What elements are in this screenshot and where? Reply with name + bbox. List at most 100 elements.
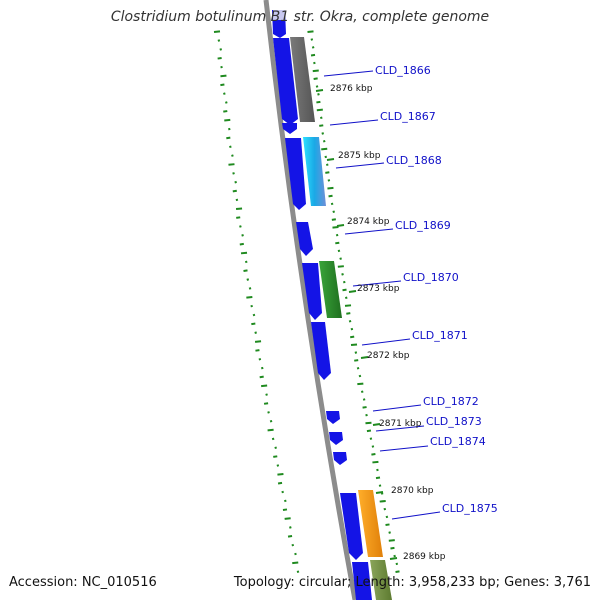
cds-arrow[interactable] (273, 10, 285, 20)
gc-dash (362, 406, 367, 409)
gc-dash (217, 56, 222, 60)
gene-label-cld1870[interactable]: CLD_1870 (403, 271, 459, 284)
cds-arrow[interactable] (285, 138, 306, 210)
gc-dash (316, 108, 323, 112)
gc-dash (354, 359, 359, 362)
gc-dash (315, 85, 319, 88)
gc-dash (324, 155, 328, 159)
gc-dash (316, 100, 321, 104)
cds-arrow[interactable] (340, 493, 363, 560)
tick-mark (375, 491, 384, 494)
gc-dash (277, 481, 283, 485)
gc-dash (219, 48, 223, 51)
gene-label-cld1872[interactable]: CLD_1872 (423, 395, 479, 408)
gc-dash (369, 437, 373, 440)
tick-mark (348, 290, 357, 293)
cog-feature-partial[interactable] (370, 560, 392, 600)
gc-dash (255, 349, 260, 352)
gc-dash (307, 30, 314, 33)
gc-dash (239, 242, 244, 246)
kbp-ticks (315, 89, 398, 560)
gc-dash (229, 145, 232, 149)
cds-arrow[interactable] (352, 562, 372, 600)
gc-dash (241, 234, 244, 237)
gc-dash (225, 101, 228, 104)
tick-mark (389, 557, 398, 560)
gene-label-cld1873[interactable]: CLD_1873 (426, 415, 482, 428)
tick-mark (336, 224, 345, 227)
gc-dash (346, 312, 351, 315)
cog-feature-cld1866[interactable] (290, 37, 315, 122)
gene-label-cld1868[interactable]: CLD_1868 (386, 154, 442, 167)
gc-dash (327, 186, 334, 190)
gc-dash (246, 295, 253, 299)
cds-arrow[interactable] (329, 432, 343, 445)
gc-dash (289, 526, 292, 529)
tick-mark (326, 158, 335, 161)
gc-dash (395, 570, 400, 573)
cds-arrow[interactable] (273, 38, 298, 125)
gc-dash (378, 484, 382, 487)
gc-dash (274, 446, 277, 450)
tick-mark (315, 89, 324, 92)
leader-line (329, 119, 379, 126)
tick-label: 2874 kbp (347, 217, 390, 227)
cds-track (272, 10, 372, 600)
gene-label-cld1869[interactable]: CLD_1869 (395, 219, 451, 232)
gc-dash (250, 304, 253, 308)
gc-dash (344, 296, 348, 300)
gc-dash (356, 366, 360, 370)
gc-dash (313, 77, 318, 80)
gc-dash (395, 562, 399, 566)
gene-label-cld1874[interactable]: CLD_1874 (430, 435, 486, 448)
gc-dash (337, 265, 344, 268)
leader-line (352, 280, 402, 287)
cds-arrow[interactable] (282, 123, 297, 134)
gene-label-cld1867[interactable]: CLD_1867 (380, 110, 436, 123)
tick-label: 2870 kbp (391, 486, 434, 496)
gc-dash (317, 93, 320, 96)
gene-label-cld1866[interactable]: CLD_1866 (375, 64, 431, 77)
gc-dash (239, 225, 242, 228)
gc-dash (267, 411, 270, 414)
cds-arrow[interactable] (296, 222, 313, 256)
gc-dash (344, 304, 352, 307)
gc-dash (223, 110, 228, 113)
gc-dash (254, 340, 262, 343)
gc-dash (261, 384, 268, 388)
gc-dash (234, 180, 237, 184)
gc-dash (342, 288, 347, 292)
gc-dash (287, 535, 293, 538)
gc-dash (226, 136, 231, 140)
gc-dash (327, 179, 331, 182)
gc-dash (328, 194, 333, 198)
gc-dash (282, 508, 288, 512)
gene-label-cld1871[interactable]: CLD_1871 (412, 329, 468, 342)
gene-label-cld1875[interactable]: CLD_1875 (442, 502, 498, 515)
gc-dash (325, 171, 330, 174)
leader-line (344, 228, 394, 235)
cog-track (290, 37, 392, 600)
leader-line (372, 404, 422, 412)
gc-dash (220, 83, 225, 87)
cds-arrow[interactable] (302, 263, 322, 320)
cog-feature-cld1875[interactable] (358, 490, 383, 557)
gc-dash (213, 30, 221, 33)
cog-feature-cld1870[interactable] (319, 261, 342, 318)
gc-dash (224, 118, 231, 122)
cds-arrow[interactable] (311, 322, 331, 380)
tick-label: 2876 kbp (330, 84, 373, 94)
gc-dash (341, 273, 344, 276)
gc-dash (342, 280, 346, 284)
gc-dash (228, 127, 231, 131)
gc-dash (383, 507, 387, 511)
gc-dash (284, 499, 287, 503)
gc-dash (217, 39, 221, 42)
cds-arrow[interactable] (326, 411, 340, 424)
cog-feature-cld1868[interactable] (303, 137, 326, 206)
gc-dash (254, 331, 257, 334)
gc-dash (350, 335, 355, 339)
leader-line (335, 162, 385, 169)
cds-arrow[interactable] (333, 452, 347, 465)
tick-label: 2871 kbp (379, 419, 422, 429)
